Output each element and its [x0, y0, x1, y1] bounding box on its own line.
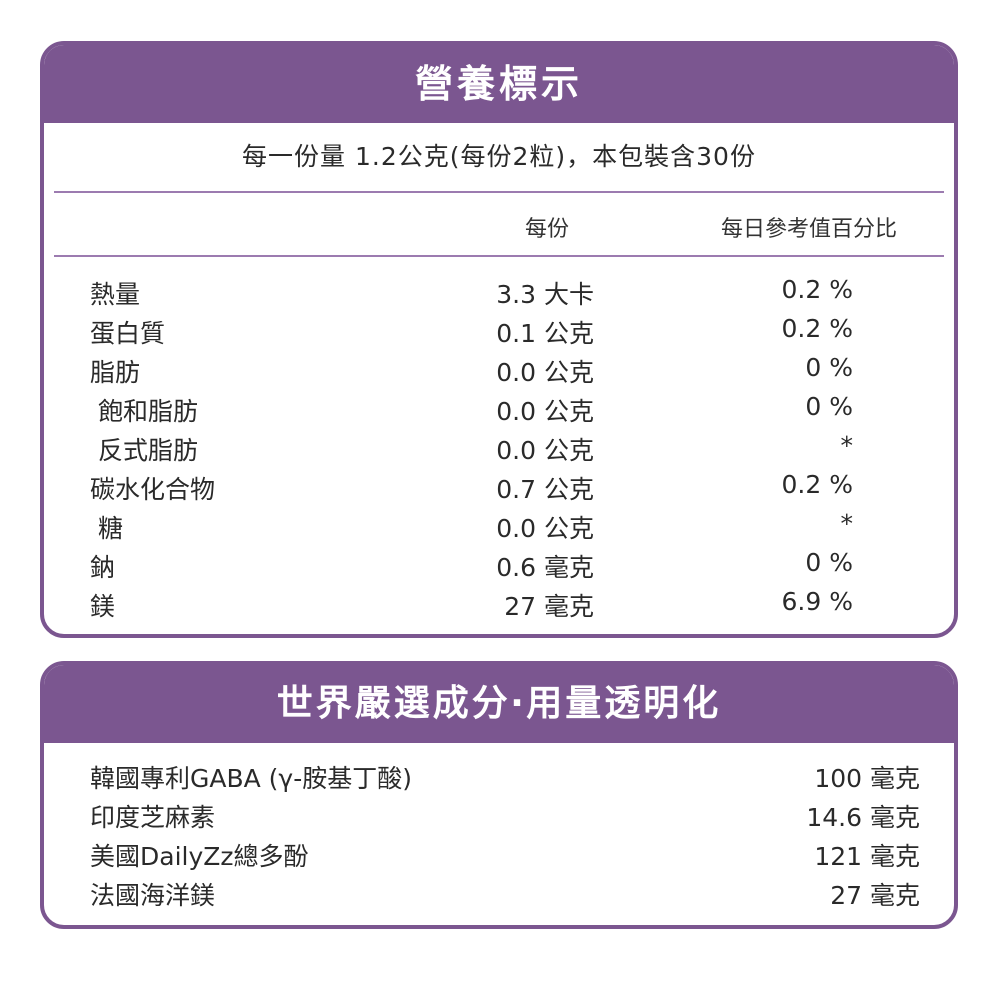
ingredient-row: 印度芝麻素 14.6 毫克	[44, 798, 954, 837]
nutrient-row: 脂肪 0.0 公克 0 %	[44, 353, 954, 392]
nutrient-amount: 0.0 公克	[496, 436, 594, 465]
ingredients-title: 世界嚴選成分‧用量透明化	[44, 665, 954, 743]
nutrient-daily-value: 0.2 %	[781, 314, 853, 343]
nutrient-row: 熱量 3.3 大卡 0.2 %	[44, 275, 954, 314]
ingredient-name: 法國海洋鎂	[90, 881, 216, 910]
nutrient-daily-value: *	[840, 431, 854, 460]
nutrient-name: 糖	[90, 514, 123, 543]
nutrient-daily-value: *	[840, 509, 854, 538]
nutrient-name: 熱量	[90, 280, 141, 309]
nutrient-row: 碳水化合物 0.7 公克 0.2 %	[44, 470, 954, 509]
nutrient-name: 蛋白質	[90, 319, 166, 348]
nutrient-daily-value: 6.9 %	[781, 587, 853, 616]
divider-top	[54, 191, 944, 193]
nutrient-amount: 0.1 公克	[496, 319, 594, 348]
ingredient-name: 印度芝麻素	[90, 803, 216, 832]
nutrient-daily-value: 0.2 %	[781, 275, 853, 304]
nutrient-amount: 0.0 公克	[496, 514, 594, 543]
nutrient-name: 飽和脂肪	[90, 397, 198, 426]
ingredient-row: 美國DailyZz總多酚 121 毫克	[44, 837, 954, 876]
column-header-per-serving: 每份	[525, 217, 570, 242]
nutrient-row: 鎂 27 毫克 6.9 %	[44, 587, 954, 626]
nutrient-amount: 3.3 大卡	[496, 280, 594, 309]
column-header-daily-value: 每日參考值百分比	[721, 217, 898, 242]
nutrient-daily-value: 0 %	[805, 392, 853, 421]
nutrition-title: 營養標示	[44, 45, 954, 123]
nutrient-name: 碳水化合物	[90, 475, 216, 504]
ingredient-name: 韓國專利GABA (γ-胺基丁酸)	[90, 764, 412, 793]
ingredients-panel: 世界嚴選成分‧用量透明化 韓國專利GABA (γ-胺基丁酸) 100 毫克 印度…	[40, 661, 958, 929]
nutrient-amount: 0.0 公克	[496, 358, 594, 387]
ingredient-amount: 27 毫克	[830, 881, 920, 910]
nutrient-amount: 0.0 公克	[496, 397, 594, 426]
nutrient-daily-value: 0 %	[805, 353, 853, 382]
nutrient-amount: 27 毫克	[504, 592, 594, 621]
nutrient-amount: 0.7 公克	[496, 475, 594, 504]
ingredient-row: 法國海洋鎂 27 毫克	[44, 876, 954, 915]
nutrient-row: 飽和脂肪 0.0 公克 0 %	[44, 392, 954, 431]
nutrient-amount: 0.6 毫克	[496, 553, 594, 582]
nutrient-name: 反式脂肪	[90, 436, 198, 465]
nutrient-name: 鈉	[90, 553, 116, 582]
ingredient-row: 韓國專利GABA (γ-胺基丁酸) 100 毫克	[44, 759, 954, 798]
nutrient-row: 蛋白質 0.1 公克 0.2 %	[44, 314, 954, 353]
ingredient-amount: 121 毫克	[814, 842, 920, 871]
serving-size-text: 每一份量 1.2公克(每份2粒)，本包裝含30份	[242, 142, 756, 171]
nutrient-row: 反式脂肪 0.0 公克 *	[44, 431, 954, 470]
nutrient-row: 鈉 0.6 毫克 0 %	[44, 548, 954, 587]
nutrient-name: 脂肪	[90, 358, 141, 387]
divider-header	[54, 255, 944, 257]
nutrient-row: 糖 0.0 公克 *	[44, 509, 954, 548]
ingredient-amount: 100 毫克	[814, 764, 920, 793]
nutrition-facts-panel: 營養標示 每一份量 1.2公克(每份2粒)，本包裝含30份 每份 每日參考值百分…	[40, 41, 958, 638]
ingredient-name: 美國DailyZz總多酚	[90, 842, 309, 871]
nutrient-daily-value: 0 %	[805, 548, 853, 577]
ingredient-amount: 14.6 毫克	[806, 803, 920, 832]
nutrient-daily-value: 0.2 %	[781, 470, 853, 499]
nutrient-name: 鎂	[90, 592, 116, 621]
